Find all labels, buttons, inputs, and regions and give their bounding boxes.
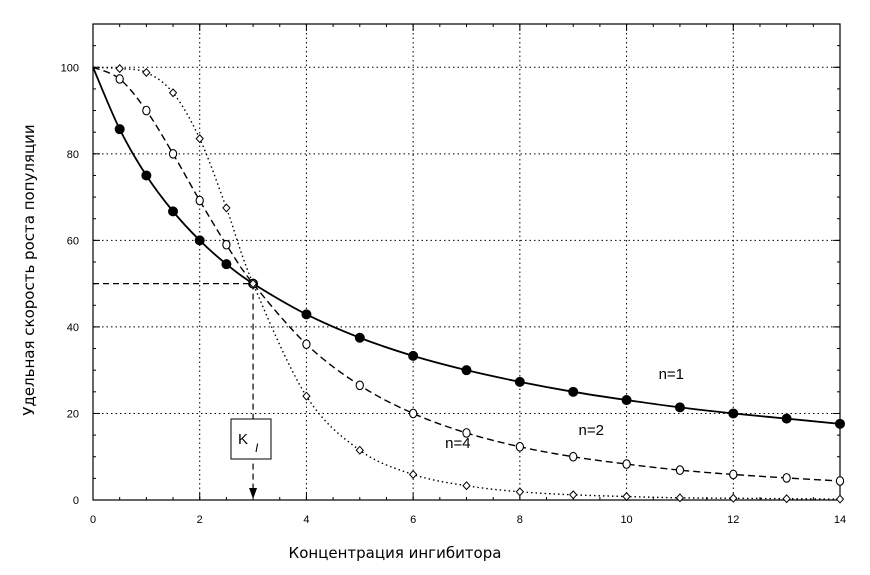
y-axis-label: Удельная скорость роста популяции [20, 124, 38, 415]
ki-guides [93, 283, 258, 499]
data-point [569, 490, 578, 500]
data-point [194, 235, 205, 246]
y-tick-label: 20 [67, 408, 79, 420]
data-point [222, 239, 231, 250]
series-label: n=4 [445, 435, 470, 452]
series-line [92, 66, 841, 482]
x-tick-label: 10 [620, 514, 632, 526]
data-point [781, 413, 792, 424]
x-tick-label: 2 [197, 514, 203, 526]
data-point [729, 493, 738, 503]
data-point [782, 473, 791, 483]
data-point [248, 279, 258, 289]
data-point [514, 376, 525, 387]
data-point [114, 124, 125, 135]
tick-labels: 0 2 4 6 8 10 12 14 0 20 40 60 80 100 [61, 62, 846, 526]
x-tick-label: 6 [410, 514, 416, 526]
data-point [115, 74, 124, 84]
x-tick-label: 0 [90, 514, 96, 526]
x-tick-label: 4 [303, 514, 309, 526]
data-point [408, 350, 419, 361]
data-point [222, 203, 231, 213]
data-point [515, 487, 525, 497]
data-point [302, 339, 311, 350]
data-point [729, 469, 738, 480]
data-point [782, 494, 791, 504]
data-point [168, 148, 178, 159]
x-tick-label: 8 [517, 514, 523, 526]
data-point [195, 134, 204, 144]
tick-marks [92, 23, 841, 501]
y-tick-label: 100 [61, 62, 79, 74]
data-point [568, 386, 579, 397]
data-point [355, 445, 364, 455]
data-point [622, 459, 631, 469]
ki-label-box: K I [230, 418, 272, 460]
data-point [355, 380, 364, 391]
data-point [515, 441, 525, 452]
y-tick-label: 0 [73, 495, 79, 507]
y-tick-label: 40 [67, 322, 79, 334]
ki-box-frame [230, 418, 272, 460]
data-point [168, 206, 179, 217]
y-tick-label: 60 [67, 235, 79, 247]
x-tick-label: 14 [834, 514, 846, 526]
data-point [141, 170, 152, 181]
ki-label: K [238, 431, 248, 448]
data-point [569, 451, 578, 462]
data-point [462, 481, 471, 491]
x-tick-label: 12 [727, 514, 739, 526]
data-point [408, 408, 418, 419]
ki-arrow-icon [249, 488, 258, 499]
series-label: n=2 [579, 422, 604, 439]
data-point [168, 88, 178, 98]
data-point [195, 195, 204, 206]
x-axis-label: Концентрация ингибитора [289, 544, 502, 562]
data-point [221, 259, 232, 270]
data-point [462, 428, 471, 438]
y-tick-label: 80 [67, 149, 79, 161]
ki-subscript: I [255, 441, 259, 455]
data-point [142, 105, 151, 116]
data-point [142, 67, 151, 78]
data-point [675, 465, 685, 475]
data-point [302, 391, 311, 401]
data-point [354, 332, 365, 343]
data-point [408, 469, 418, 480]
data-point [728, 408, 739, 419]
data-point [301, 309, 312, 320]
data-point [675, 493, 685, 503]
data-point [674, 402, 685, 413]
series-labels: n=1 n=2 n=4 [445, 366, 684, 452]
series-label: n=1 [659, 366, 684, 383]
grid [93, 24, 840, 500]
data-point [622, 491, 631, 502]
data-point [835, 418, 845, 429]
data-point [835, 494, 845, 504]
series-group [92, 64, 845, 504]
data-point [835, 476, 845, 486]
data-point [621, 395, 632, 406]
data-point [115, 64, 124, 74]
data-point [461, 365, 472, 376]
